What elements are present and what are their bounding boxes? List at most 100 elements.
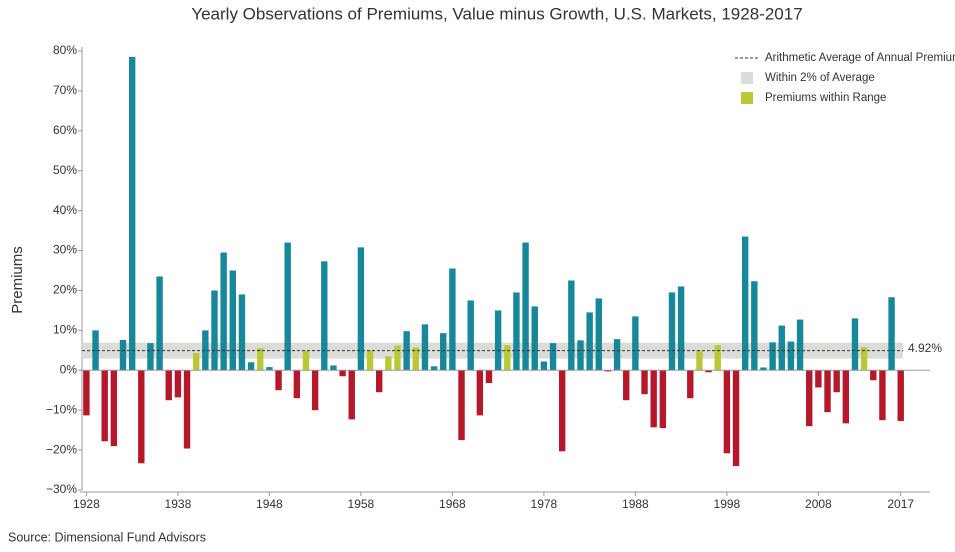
bar [687,370,694,399]
x-tick-label: 1928 [73,497,100,511]
bar [476,370,484,416]
x-tick-label: 2008 [805,497,832,511]
bar [677,286,685,371]
bar [623,370,630,401]
y-tick-label: 40% [53,203,77,217]
bar [806,370,813,427]
bar [266,367,273,371]
bar [321,261,328,371]
bar [247,362,255,371]
legend-swatch [741,72,753,84]
x-tick-label: 1958 [348,497,375,511]
bar [311,370,319,411]
bar [403,331,410,371]
legend-swatch [741,92,753,104]
bar [421,324,429,371]
bar [220,252,227,371]
bar [751,281,758,371]
x-tick-label: 1948 [256,497,283,511]
y-tick-label: 50% [53,163,77,177]
bar [860,347,868,371]
bar [467,300,474,371]
bar [183,370,191,449]
bar [128,56,136,371]
y-axis-label: Premiums [9,246,26,314]
bar [494,310,502,371]
bar [101,370,108,442]
bar [174,370,182,398]
bar [440,333,447,371]
bar [156,276,163,371]
bar [879,370,886,421]
bar [385,356,392,371]
y-tick-label: 80% [53,43,77,57]
bar [696,351,703,371]
chart-title: Yearly Observations of Premiums, Value m… [191,4,802,23]
bar [110,370,118,447]
y-tick-label: 70% [53,83,77,97]
y-tick-label: 60% [53,123,77,137]
bar [513,292,520,371]
bar [430,366,438,371]
bar [568,280,575,371]
bar [549,343,557,371]
y-tick-label: 30% [53,243,77,257]
bar [632,316,639,371]
bar [138,370,145,464]
bar [238,294,246,371]
bar [650,370,657,428]
bar [394,345,401,371]
bar [586,312,593,371]
bar [449,268,456,371]
bar [348,370,355,420]
bar [760,367,767,371]
bar [604,370,612,372]
bar [668,292,676,371]
bar [202,330,209,371]
x-tick-label: 1968 [439,497,466,511]
y-tick-label: −30% [46,482,77,496]
y-tick-label: −10% [46,402,77,416]
bar [531,306,538,371]
bar [257,348,264,371]
bar [458,370,465,441]
x-tick-label: 1978 [531,497,558,511]
y-tick-label: 20% [53,283,77,297]
bar [540,361,548,371]
bar [147,343,154,371]
bar [897,370,904,421]
bar [595,298,602,371]
legend-label: Premiums within Range [765,92,886,104]
bar [641,370,648,395]
bar [741,236,749,371]
source: Source: Dimensional Fund Advisors [8,530,206,544]
bar [339,370,346,377]
legend-label: Arithmetic Average of Annual Premiums [765,52,955,64]
bar [888,297,895,371]
bar [284,242,291,371]
bar [824,370,831,413]
bar [815,370,822,388]
bar [577,340,584,371]
bar [229,270,236,371]
bar [705,370,712,373]
bar [787,341,795,371]
y-tick-label: 0% [60,362,78,376]
bar [778,325,785,371]
bar [375,370,383,393]
bar [732,370,740,467]
bar [119,339,127,371]
bar [330,365,337,371]
bar [613,339,621,371]
bar [714,345,721,371]
bar [504,345,511,371]
bar [485,370,493,384]
x-tick-label: 1998 [714,497,741,511]
bar [659,370,667,429]
legend-label: Within 2% of Average [765,72,875,84]
bar [275,370,282,391]
bar [851,318,859,371]
bar [211,290,218,371]
x-tick-label: 2017 [887,497,914,511]
